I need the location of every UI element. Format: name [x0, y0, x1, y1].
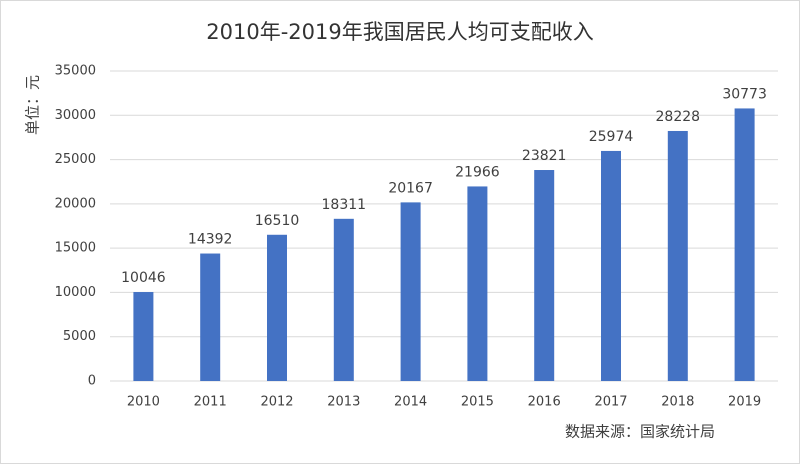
- data-label: 25974: [589, 129, 634, 145]
- x-tick-label: 2019: [728, 395, 761, 410]
- bar: [400, 202, 421, 381]
- y-tick-label: 20000: [55, 196, 96, 211]
- bar: [267, 234, 287, 381]
- y-tick-label: 10000: [55, 285, 96, 300]
- data-label: 21966: [455, 164, 500, 180]
- data-label: 18311: [322, 197, 367, 213]
- y-tick-label: 15000: [55, 241, 96, 256]
- bar: [601, 150, 621, 381]
- data-label: 16510: [255, 213, 300, 229]
- chart-title: 2010年-2019年我国居民人均可支配收入: [206, 20, 593, 44]
- x-tick-label: 2015: [461, 395, 494, 410]
- x-tick-label: 2017: [594, 395, 627, 410]
- x-tick-label: 2011: [194, 395, 227, 410]
- bar: [200, 253, 221, 381]
- source-note: 数据来源：国家统计局: [565, 423, 715, 441]
- y-tick-label: 25000: [55, 152, 96, 167]
- x-tick-label: 2010: [127, 395, 160, 410]
- y-tick-label: 35000: [55, 64, 96, 79]
- data-label: 10046: [121, 270, 166, 286]
- x-tick-label: 2018: [661, 395, 694, 410]
- bar: [734, 108, 755, 381]
- bar: [534, 170, 555, 381]
- data-label: 14392: [188, 232, 233, 248]
- x-tick-label: 2016: [528, 395, 561, 410]
- y-tick-label: 30000: [55, 108, 96, 123]
- x-tick-label: 2012: [260, 395, 293, 410]
- y-axis-label: 单位：元: [24, 75, 42, 135]
- bar: [333, 218, 354, 381]
- y-tick-label: 0: [88, 374, 96, 389]
- data-label: 20167: [388, 180, 433, 196]
- data-label: 28228: [656, 109, 701, 125]
- bar: [467, 186, 488, 381]
- bar: [133, 292, 154, 381]
- x-tick-label: 2013: [327, 395, 360, 410]
- y-tick-label: 5000: [63, 329, 96, 344]
- bar: [667, 130, 688, 381]
- data-label: 30773: [722, 86, 767, 102]
- data-label: 23821: [522, 148, 567, 164]
- x-tick-label: 2014: [394, 395, 427, 410]
